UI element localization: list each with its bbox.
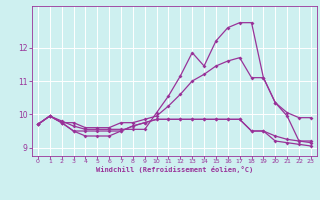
X-axis label: Windchill (Refroidissement éolien,°C): Windchill (Refroidissement éolien,°C): [96, 166, 253, 173]
